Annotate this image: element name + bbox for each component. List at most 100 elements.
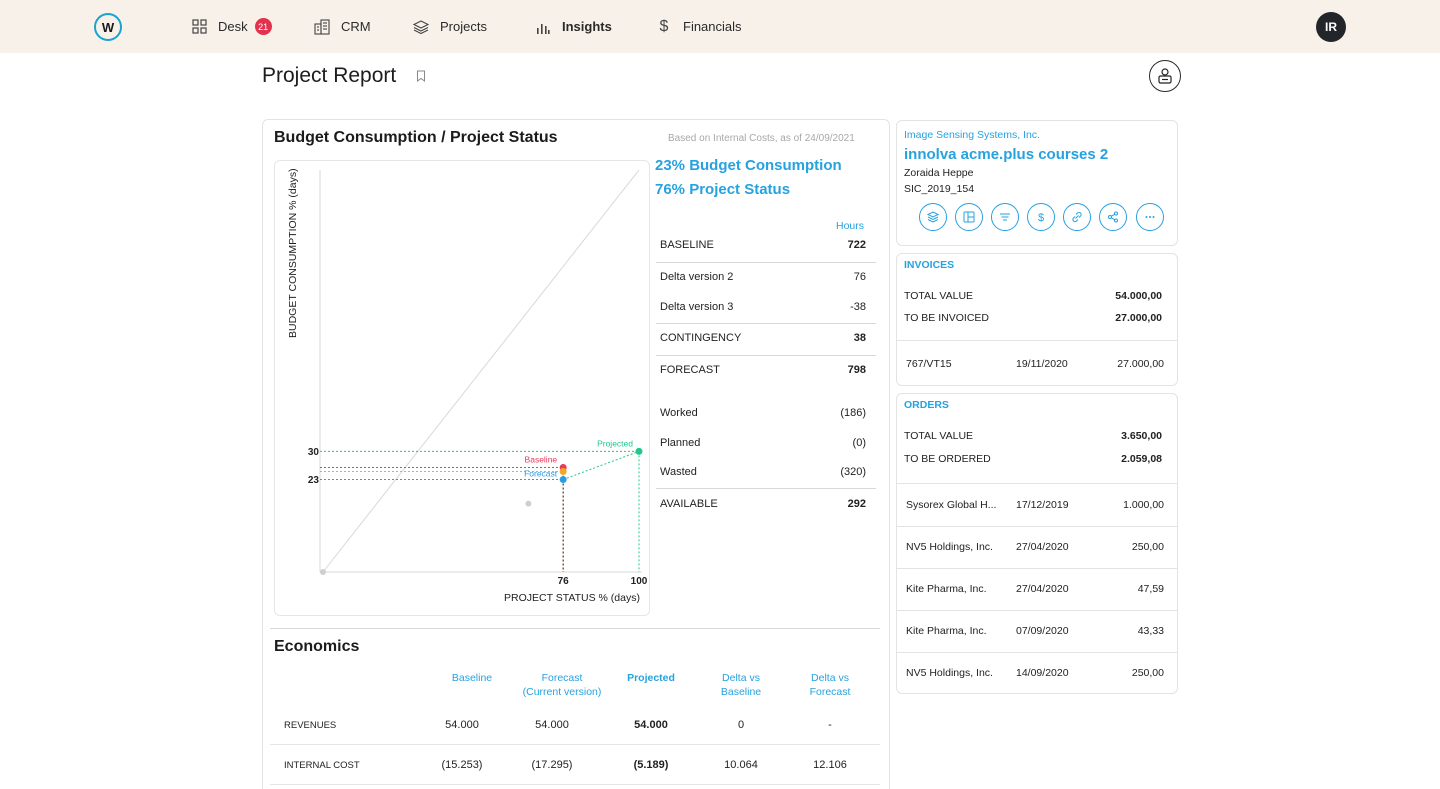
notification-badge: 21: [254, 18, 272, 35]
orders-row[interactable]: Kite Pharma, Inc. 07/09/2020 43,33: [906, 625, 1164, 639]
chart-frame: [274, 160, 650, 616]
budget-row-value: 292: [847, 498, 866, 510]
budget-row-value: 722: [847, 239, 866, 251]
section-divider: [270, 628, 880, 629]
project-code: SIC_2019_154: [904, 183, 975, 195]
orders-row-amount: 47,59: [1137, 583, 1164, 595]
top-navigation: W Desk 21 CRM Projects: [0, 0, 1440, 53]
point-label: Baseline: [525, 454, 558, 464]
nav-financials[interactable]: $ Financials: [655, 0, 742, 53]
nav-projects[interactable]: Projects: [412, 0, 487, 53]
list-icon: [1000, 213, 1010, 221]
point-label: Forecast: [524, 469, 558, 479]
invoices-row-amount: 27.000,00: [1117, 358, 1164, 370]
person-icon: [1158, 68, 1172, 84]
invoices-divider: [897, 340, 1177, 341]
app-logo[interactable]: W: [94, 13, 122, 41]
invoices-pending-row: TO BE INVOICED 27.000,00: [904, 312, 1162, 324]
budget-row-label: CONTINGENCY: [660, 332, 742, 344]
budget-row-value: (320): [840, 466, 866, 478]
economics-column-header: Delta vs Forecast: [809, 672, 851, 698]
svg-text:$: $: [1038, 212, 1044, 224]
row-divider: [656, 355, 876, 356]
budget-row-label: Wasted: [660, 466, 697, 478]
nav-crm[interactable]: CRM: [313, 0, 371, 53]
project-action-share-button[interactable]: [1099, 203, 1127, 231]
bookmark-icon[interactable]: [416, 70, 426, 82]
economics-column-header: Delta vs Baseline: [720, 672, 762, 698]
orders-row-date: 17/12/2019: [1016, 499, 1069, 511]
orders-total-label: TOTAL VALUE: [904, 430, 974, 442]
dollar-icon: $: [659, 17, 669, 35]
layout-icon: [963, 211, 975, 223]
orders-pending-value: 2.059,08: [1121, 453, 1162, 465]
project-manager: Zoraida Heppe: [904, 167, 974, 179]
invoices-total-value: 54.000,00: [1115, 290, 1162, 302]
orders-row[interactable]: Sysorex Global H... 17/12/2019 1.000,00: [906, 499, 1164, 513]
building-icon: [313, 18, 331, 36]
budget-row: FORECAST 798: [656, 360, 876, 380]
nav-insights-label: Insights: [562, 19, 612, 34]
invoices-total-row: TOTAL VALUE 54.000,00: [904, 290, 1162, 302]
profile-button[interactable]: [1149, 60, 1181, 92]
project-action-list-button[interactable]: [991, 203, 1019, 231]
orders-row[interactable]: NV5 Holdings, Inc. 14/09/2020 250,00: [906, 667, 1164, 681]
more-icon: [1145, 216, 1155, 218]
link-icon: [1072, 211, 1082, 223]
budget-row-label: BASELINE: [660, 239, 714, 251]
point-label: Projected: [597, 438, 633, 448]
orders-row[interactable]: Kite Pharma, Inc. 27/04/2020 47,59: [906, 583, 1164, 597]
orders-row-date: 14/09/2020: [1016, 667, 1069, 679]
orders-row-amount: 250,00: [1131, 541, 1164, 553]
nav-insights[interactable]: Insights: [534, 0, 612, 53]
project-action-link-button[interactable]: [1063, 203, 1091, 231]
project-action-layout-button[interactable]: [955, 203, 983, 231]
project-action-more-button[interactable]: [1136, 203, 1164, 231]
y-axis-label: BUDGET CONSUMPTION % (days): [287, 168, 299, 338]
orders-row-ref: NV5 Holdings, Inc.: [906, 541, 993, 553]
y-tick-label: 23: [308, 475, 320, 486]
project-action-layers-button[interactable]: [919, 203, 947, 231]
nav-projects-label: Projects: [440, 19, 487, 34]
client-link[interactable]: Image Sensing Systems, Inc.: [904, 129, 1040, 141]
dollar-icon: $: [1038, 212, 1044, 224]
orders-row-divider: [897, 526, 1177, 527]
invoices-row[interactable]: 767/VT15 19/11/2020 27.000,00: [906, 358, 1164, 372]
budget-section-title: Budget Consumption / Project Status: [274, 129, 558, 146]
economics-row-label: REVENUES: [284, 720, 337, 731]
project-name[interactable]: innolva acme.plus courses 2: [904, 146, 1109, 163]
orders-card: [896, 393, 1178, 694]
budget-row-label: Delta version 2: [660, 271, 734, 283]
economics-cell: -: [828, 719, 832, 731]
layers-icon: [926, 211, 940, 223]
budget-row-label: Worked: [660, 407, 698, 419]
economics-row-divider: [270, 744, 880, 745]
economics-column-header: Projected: [627, 672, 675, 684]
orders-row[interactable]: NV5 Holdings, Inc. 27/04/2020 250,00: [906, 541, 1164, 555]
budget-row-label: Delta version 3: [660, 301, 734, 313]
chart-point: [635, 447, 643, 455]
orders-pending-row: TO BE ORDERED 2.059,08: [904, 453, 1162, 465]
orders-row-amount: 250,00: [1131, 667, 1164, 679]
chart-point: [559, 468, 567, 475]
orders-row-divider: [897, 483, 1177, 484]
orders-title: ORDERS: [904, 399, 949, 411]
user-avatar[interactable]: IR: [1316, 12, 1346, 42]
y-tick-label: 30: [308, 447, 320, 458]
budget-row-value: 798: [847, 364, 866, 376]
orders-row-date: 27/04/2020: [1016, 583, 1069, 595]
budget-row-value: 38: [853, 332, 866, 344]
budget-row-value: 76: [853, 271, 866, 283]
budget-row: Delta version 3 -38: [656, 297, 876, 317]
budget-row: Delta version 2 76: [656, 267, 876, 287]
budget-row: BASELINE 722: [656, 235, 876, 255]
projection-line: [562, 450, 640, 481]
economics-cell: (17.295): [531, 759, 573, 771]
economics-cell: 0: [737, 719, 745, 731]
orders-row-amount: 1.000,00: [1123, 499, 1164, 511]
invoices-pending-value: 27.000,00: [1115, 312, 1162, 324]
x-axis-label: PROJECT STATUS % (days): [504, 592, 640, 604]
invoices-card: [896, 253, 1178, 386]
project-action-dollar-button[interactable]: $: [1027, 203, 1055, 231]
nav-desk[interactable]: Desk 21: [190, 0, 272, 53]
